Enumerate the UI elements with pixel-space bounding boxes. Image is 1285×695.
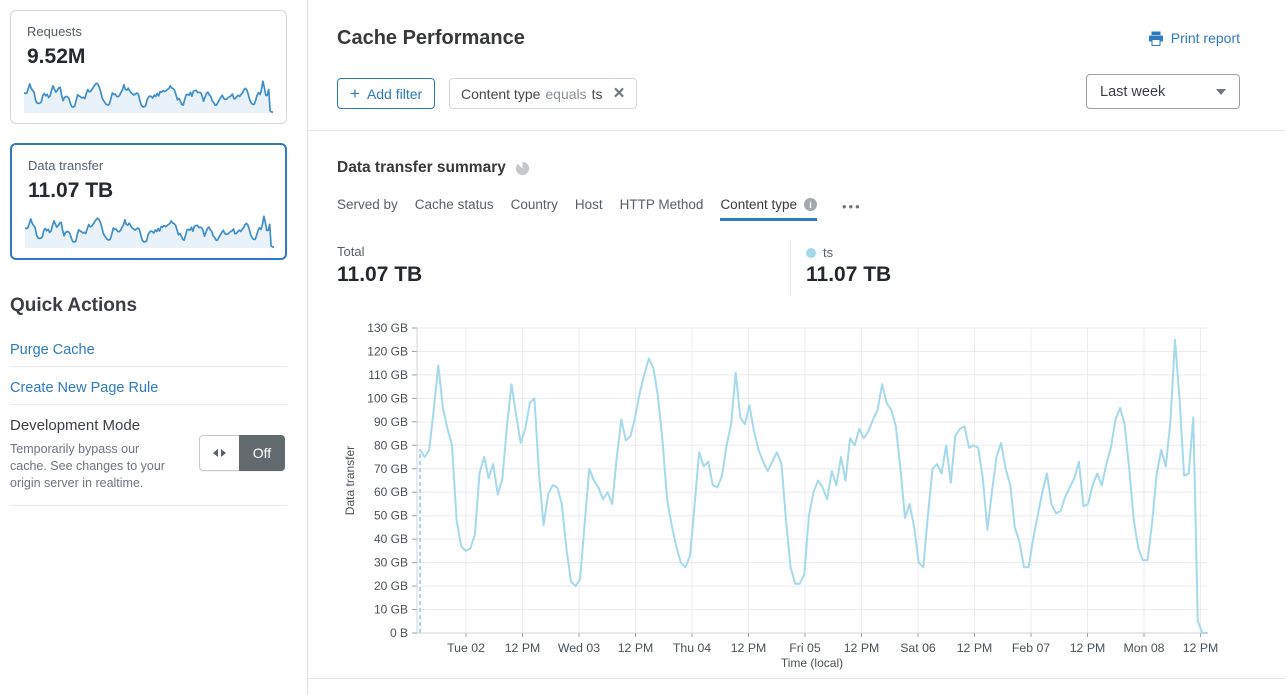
summary-title: Data transfer summary [337,159,506,176]
divider [10,505,287,506]
tab-country[interactable]: Country [511,197,558,221]
svg-text:12 PM: 12 PM [505,641,541,655]
y-axis-title: Data transfer [343,446,357,515]
divider [10,366,287,367]
chevron-down-icon [1216,88,1226,95]
quick-actions-title: Quick Actions [10,295,138,316]
svg-text:Wed 03: Wed 03 [558,641,600,655]
legend-label: ts [823,245,834,260]
filter-chip[interactable]: Content type equals ts × [449,78,637,109]
sidebar-divider [307,0,308,695]
requests-value: 9.52M [27,45,86,68]
divider [10,404,287,405]
page-title: Cache Performance [337,27,525,49]
svg-text:12 PM: 12 PM [731,641,767,655]
add-filter-button[interactable]: + Add filter [337,78,436,109]
x-axis-title: Time (local) [781,656,843,670]
tab-label: Cache status [414,197,494,212]
svg-text:0 B: 0 B [390,626,408,640]
chart-grid [412,327,1207,637]
svg-text:Mon 08: Mon 08 [1123,641,1164,655]
add-filter-label: Add filter [366,85,423,102]
svg-text:100 GB: 100 GB [367,391,408,405]
svg-text:12 PM: 12 PM [1183,641,1219,655]
filter-operator: equals [545,85,587,102]
requests-metric-card[interactable]: Requests 9.52M [10,10,287,124]
total-value: 11.07 TB [337,263,423,286]
tab-label: HTTP Method [619,197,704,212]
tab-served-by[interactable]: Served by [337,197,398,221]
stat-divider [790,240,791,296]
header-divider [308,130,1285,131]
tab-content-type[interactable]: Content type i [720,197,817,221]
tab-cache-status[interactable]: Cache status [415,197,494,221]
toggle-arrows-icon[interactable] [199,435,239,471]
remove-filter-icon[interactable]: × [613,83,625,104]
svg-text:70 GB: 70 GB [374,462,408,476]
filter-value: ts [591,85,603,102]
tab-label: Content type [720,197,797,212]
svg-text:12 PM: 12 PM [957,641,993,655]
dimension-tabs: Served by Cache status Country Host HTTP Met… [337,197,862,221]
ts-series-value: 11.07 TB [806,263,892,286]
svg-text:Fri 05: Fri 05 [789,641,821,655]
svg-text:10 GB: 10 GB [374,603,408,617]
svg-text:60 GB: 60 GB [374,485,408,499]
legend-dot [806,247,816,258]
tab-label: Country [510,197,558,212]
filter-field: Content type [461,85,541,102]
svg-text:40 GB: 40 GB [374,532,408,546]
data-transfer-metric-card[interactable]: Data transfer 11.07 TB [10,143,287,260]
svg-text:110 GB: 110 GB [368,368,408,382]
legend-item-ts[interactable]: ts [806,245,833,260]
svg-text:12 PM: 12 PM [844,641,880,655]
purge-cache-link[interactable]: Purge Cache [10,342,95,358]
printer-icon [1148,31,1163,46]
info-icon[interactable]: i [804,198,817,211]
svg-text:50 GB: 50 GB [374,509,408,523]
section-divider [308,678,1285,679]
tab-host[interactable]: Host [575,197,603,221]
requests-sparkline [24,80,273,113]
svg-text:30 GB: 30 GB [374,556,408,570]
pie-chart-icon [515,161,529,175]
data-transfer-value: 11.07 TB [28,179,114,202]
tab-label: Served by [337,197,398,212]
data-transfer-label: Data transfer [28,158,104,173]
plus-icon: + [350,84,360,103]
create-page-rule-link[interactable]: Create New Page Rule [10,380,159,396]
ts-series-line [419,338,1208,634]
requests-label: Requests [27,24,82,39]
development-mode-toggle[interactable]: Off [199,435,285,471]
time-range-value: Last week [1100,83,1166,100]
right-arrow-icon [221,449,226,457]
svg-text:20 GB: 20 GB [374,579,408,593]
total-label: Total [337,244,365,259]
svg-text:90 GB: 90 GB [374,415,408,429]
svg-text:Feb 07: Feb 07 [1012,641,1050,655]
more-tabs-button[interactable]: ••• [842,199,862,214]
svg-text:12 PM: 12 PM [1070,641,1106,655]
data-transfer-sparkline [25,215,274,248]
time-range-select[interactable]: Last week [1086,74,1240,109]
toggle-off-state: Off [239,435,285,471]
svg-text:Tue 02: Tue 02 [447,641,485,655]
svg-text:120 GB: 120 GB [367,344,408,358]
print-report-button[interactable]: Print report [1148,30,1240,46]
development-mode-label: Development Mode [10,417,141,434]
print-report-label: Print report [1170,30,1240,46]
tab-http-method[interactable]: HTTP Method [620,197,704,221]
svg-text:130 GB: 130 GB [367,321,408,335]
tab-label: Host [574,197,603,212]
development-mode-description: Temporarily bypass our cache. See change… [10,442,165,490]
svg-text:Thu 04: Thu 04 [673,641,711,655]
data-transfer-chart[interactable]: 0 B 10 GB 20 GB 30 GB 40 GB 50 GB 60 GB 70 GB 80… [330,318,1230,680]
svg-text:80 GB: 80 GB [374,438,408,452]
summary-title-row: Data transfer summary [337,159,530,177]
svg-text:12 PM: 12 PM [618,641,654,655]
left-arrow-icon [213,449,218,457]
svg-text:Sat 06: Sat 06 [900,641,936,655]
